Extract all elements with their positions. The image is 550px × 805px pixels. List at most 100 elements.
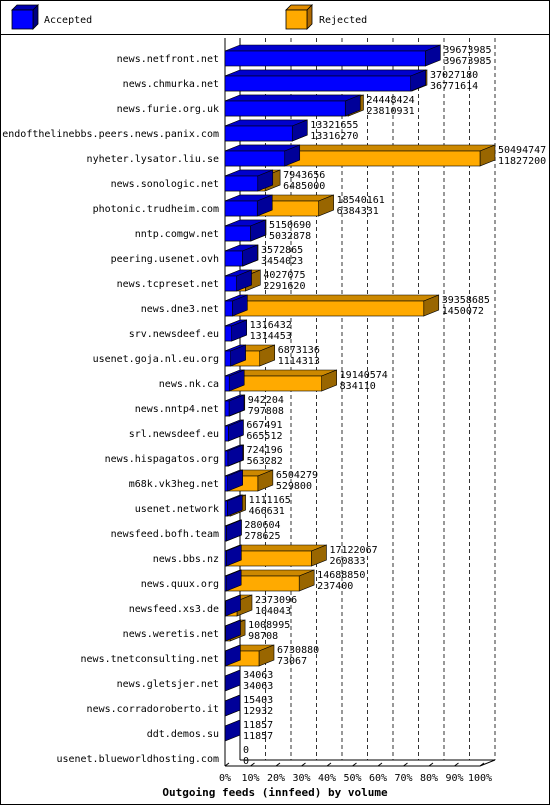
x-tick-label-1: 10%	[241, 773, 259, 784]
category-label-27: ddt.demos.su	[147, 729, 219, 740]
bar-accepted-6	[224, 194, 273, 217]
bar-accepted-3	[224, 119, 308, 142]
bar-row-13	[224, 369, 337, 392]
value-label-offered-16: 724196	[247, 445, 283, 456]
value-label-accepted-10: 1450072	[442, 306, 484, 317]
category-label-21: news.quux.org	[141, 579, 219, 590]
bar-accepted-23	[224, 619, 241, 642]
category-label-11: srv.newsdeef.eu	[129, 329, 219, 340]
value-label-offered-11: 1316432	[250, 320, 292, 331]
value-label-accepted-19: 278625	[244, 531, 280, 542]
x-tick-label-3: 30%	[292, 773, 310, 784]
bar-accepted-1-front	[224, 75, 411, 92]
legend-swatch-rejected	[285, 9, 308, 30]
value-label-offered-12: 6873136	[278, 345, 320, 356]
value-label-accepted-1: 36771614	[430, 81, 478, 92]
bar-accepted-5	[224, 169, 274, 192]
x-tick-mark-3	[301, 762, 306, 767]
bar-accepted-15	[224, 419, 244, 442]
value-label-offered-8: 3572865	[261, 245, 303, 256]
value-label-offered-25: 34063	[243, 670, 273, 681]
x-axis-title: Outgoing feeds (innfeed) by volume	[162, 786, 388, 799]
legend: Accepted Rejected	[11, 4, 367, 30]
bar-accepted-12-front	[224, 350, 231, 367]
category-label-26: news.corradoroberto.it	[87, 704, 219, 715]
bar-accepted-6-front	[224, 200, 258, 217]
x-tick-mark-9	[454, 762, 459, 767]
category-label-18: usenet.network	[135, 504, 219, 515]
x-tick-mark-5	[352, 762, 357, 767]
x-tick-mark-2	[275, 762, 281, 767]
x-tick-mark-1	[250, 762, 255, 767]
x-tick-label-8: 80%	[420, 773, 438, 784]
bar-row-3	[224, 119, 308, 142]
x-tick-label-5: 50%	[343, 773, 361, 784]
bar-accepted-16-front	[224, 450, 229, 467]
bar-accepted-4	[224, 144, 301, 167]
value-label-offered-13: 19140574	[340, 370, 388, 381]
value-label-accepted-21: 237400	[317, 581, 353, 592]
category-label-14: news.nntp4.net	[135, 404, 219, 415]
category-label-15: srl.newsdeef.eu	[129, 429, 219, 440]
x-tick-label-9: 90%	[445, 773, 463, 784]
bar-row-11	[224, 319, 247, 342]
bar-row-16	[224, 444, 244, 467]
category-label-2: news.furie.org.uk	[117, 104, 219, 115]
bar-row-15	[224, 419, 244, 442]
bar-accepted-11	[224, 319, 247, 342]
bar-accepted-5-front	[224, 175, 259, 192]
category-label-17: m68k.vk3heg.net	[129, 479, 219, 490]
value-label-offered-9: 4027075	[263, 270, 305, 281]
x-tick-label-6: 60%	[369, 773, 387, 784]
bar-row-21	[224, 569, 315, 592]
bar-row-6	[224, 194, 334, 217]
value-label-offered-18: 1111165	[249, 495, 291, 506]
bar-accepted-24	[224, 644, 241, 667]
bar-row-23	[224, 619, 246, 642]
x-tick-label-0: 0%	[219, 773, 231, 784]
bar-rejected-10-top	[224, 294, 439, 302]
bar-accepted-18-front	[224, 500, 228, 517]
category-labels: news.netfront.net news.chmurka.net news.fu…	[2, 54, 219, 765]
x-tick-mark-0	[224, 762, 230, 767]
value-label-accepted-2: 23810931	[366, 106, 414, 117]
legend-swatch-accepted	[11, 9, 34, 30]
value-label-offered-3: 13321655	[310, 120, 358, 131]
bar-rejected-10-front	[224, 300, 425, 317]
bar-row-10	[224, 294, 440, 317]
value-label-offered-6: 18540161	[337, 195, 385, 206]
value-label-offered-26: 15403	[243, 695, 273, 706]
value-label-accepted-0: 39673985	[443, 56, 491, 67]
category-label-6: photonic.trudheim.com	[93, 204, 219, 215]
value-label-offered-4: 50494747	[498, 145, 546, 156]
bar-row-20	[224, 544, 327, 567]
value-label-offered-2: 24448424	[366, 95, 414, 106]
category-label-1: news.chmurka.net	[123, 79, 219, 90]
bar-row-19	[224, 519, 242, 542]
value-label-accepted-4: 11827200	[498, 156, 546, 167]
bar-row-14	[224, 394, 246, 417]
value-label-offered-15: 667491	[246, 420, 282, 431]
bar-accepted-21-front	[224, 575, 227, 592]
bar-accepted-18	[224, 494, 243, 517]
bar-accepted-22-front	[224, 600, 226, 617]
value-label-offered-27: 11857	[243, 720, 273, 731]
bar-row-17	[224, 469, 274, 492]
bar-accepted-3-front	[224, 125, 293, 142]
bar-accepted-17	[224, 469, 243, 492]
value-label-accepted-17: 529800	[276, 481, 312, 492]
value-label-accepted-24: 73067	[277, 656, 307, 667]
bar-rejected-13	[224, 369, 337, 392]
bar-row-27	[224, 719, 241, 742]
value-label-offered-23: 1008995	[248, 620, 290, 631]
category-label-0: news.netfront.net	[117, 54, 219, 65]
legend-label-accepted: Accepted	[44, 15, 92, 26]
category-label-13: news.nk.ca	[159, 379, 219, 390]
value-label-accepted-27: 11857	[243, 731, 273, 742]
bar-accepted-17-front	[224, 475, 228, 492]
bar-row-8	[224, 244, 259, 267]
x-axis-end-line	[479, 759, 496, 767]
bar-row-9	[224, 269, 261, 292]
bar-row-4	[224, 144, 496, 167]
